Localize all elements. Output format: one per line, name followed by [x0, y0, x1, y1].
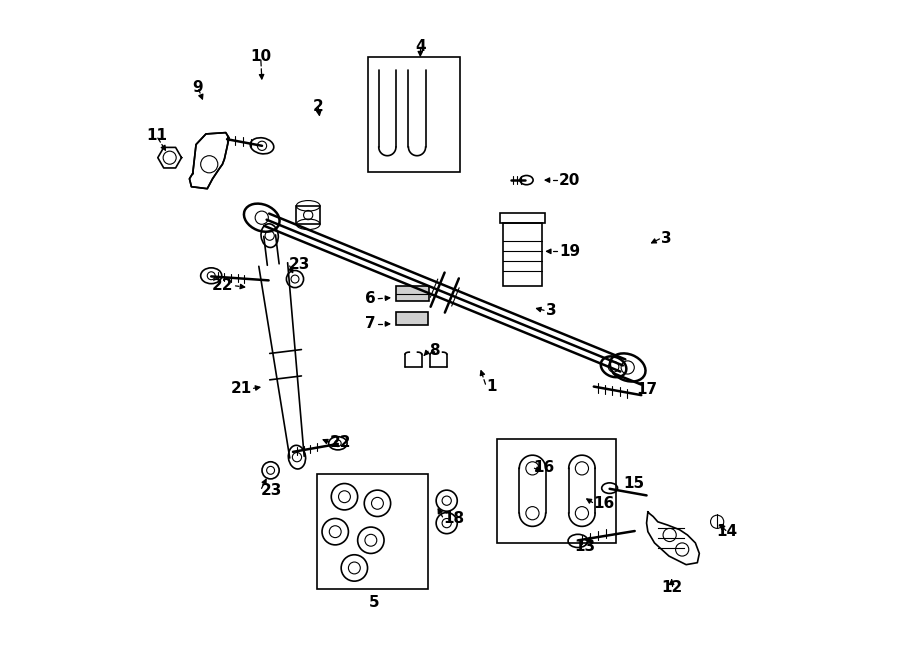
Polygon shape — [646, 512, 699, 564]
Text: 16: 16 — [594, 496, 615, 511]
Text: 2: 2 — [312, 98, 323, 114]
Bar — [396, 312, 428, 325]
Text: 16: 16 — [533, 460, 554, 475]
Text: 5: 5 — [369, 595, 380, 609]
Bar — [396, 286, 429, 301]
Text: 6: 6 — [365, 292, 376, 306]
Bar — [500, 213, 545, 223]
Polygon shape — [190, 133, 229, 188]
Bar — [296, 206, 320, 224]
Text: 7: 7 — [365, 317, 376, 331]
Text: 12: 12 — [661, 580, 682, 596]
Text: 8: 8 — [429, 343, 439, 358]
Bar — [317, 474, 427, 589]
Text: 9: 9 — [193, 80, 203, 95]
Text: 14: 14 — [716, 524, 738, 539]
Text: 23: 23 — [261, 483, 282, 498]
Text: 13: 13 — [574, 539, 595, 555]
Text: 22: 22 — [330, 435, 352, 450]
Text: 21: 21 — [231, 381, 252, 396]
Text: 19: 19 — [559, 244, 580, 259]
Text: 4: 4 — [415, 40, 426, 54]
Text: 17: 17 — [636, 382, 657, 397]
Text: 20: 20 — [559, 173, 580, 188]
Bar — [498, 439, 616, 543]
Text: 11: 11 — [146, 128, 167, 143]
Text: 3: 3 — [662, 231, 671, 246]
Text: 1: 1 — [486, 379, 497, 394]
Bar — [367, 57, 460, 173]
Text: 18: 18 — [444, 511, 464, 526]
Text: 22: 22 — [212, 278, 234, 293]
Text: 10: 10 — [250, 50, 271, 64]
Bar — [503, 223, 543, 286]
Text: 15: 15 — [623, 476, 644, 491]
Text: 23: 23 — [289, 257, 310, 272]
Text: 3: 3 — [545, 303, 556, 318]
